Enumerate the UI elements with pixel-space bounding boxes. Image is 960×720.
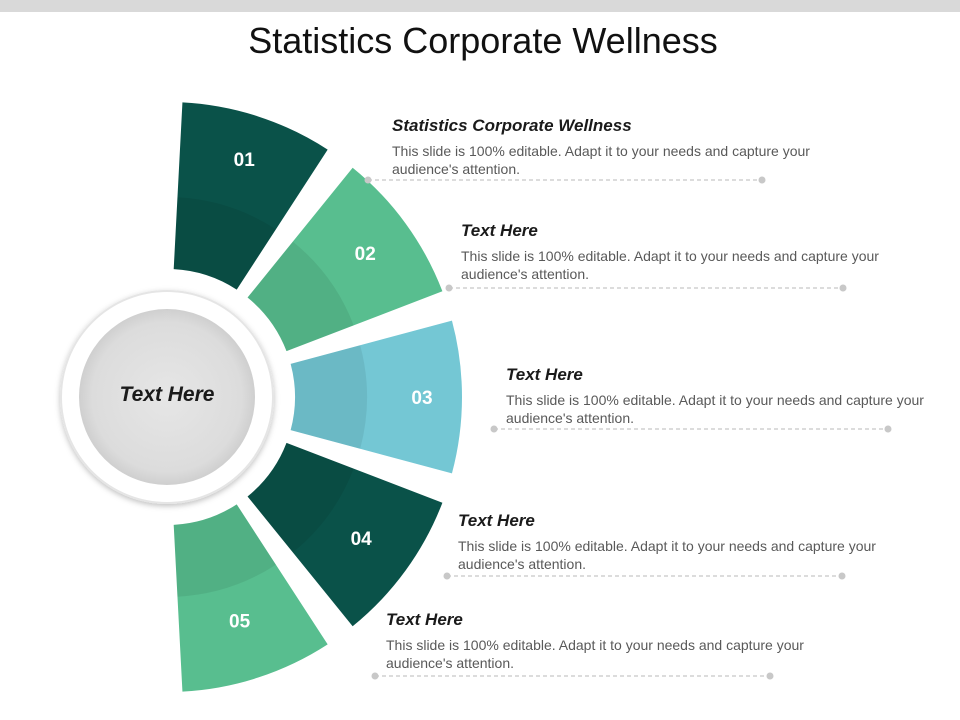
segment-01 [173, 102, 328, 290]
segment-shade-02 [247, 241, 354, 352]
item-04: Text Here This slide is 100% editable. A… [458, 511, 898, 573]
connector-dot-start-05 [371, 672, 379, 680]
segment-03 [290, 320, 462, 474]
segment-number-03: 03 [411, 388, 432, 409]
item-description: This slide is 100% editable. Adapt it to… [386, 637, 804, 671]
item-01: Statistics Corporate Wellness This slide… [392, 116, 832, 178]
connector-dot-start-04 [443, 572, 451, 580]
item-heading: Text Here [386, 610, 463, 629]
item-05: Text Here This slide is 100% editable. A… [386, 610, 826, 672]
item-heading: Text Here [458, 511, 535, 530]
segment-shade-01 [173, 197, 276, 290]
center-label: Text Here [119, 383, 215, 406]
connector-dot-end-05 [766, 672, 774, 680]
connector-dot-end-01 [758, 176, 766, 184]
segments-layer [173, 102, 462, 692]
segment-number-04: 04 [351, 529, 373, 550]
connector-dot-end-03 [884, 425, 892, 433]
hub-inner-circle [79, 309, 255, 485]
page-title: Statistics Corporate Wellness [248, 20, 718, 61]
segment-number-05: 05 [229, 611, 251, 632]
connector-dot-start-03 [490, 425, 498, 433]
segment-number-01: 01 [234, 150, 256, 171]
numbers-layer: 01 02 03 04 05 [229, 150, 433, 632]
connector-dot-end-02 [839, 284, 847, 292]
item-heading: Statistics Corporate Wellness [392, 116, 632, 135]
item-description: This slide is 100% editable. Adapt it to… [506, 392, 924, 426]
segment-shade-05 [173, 504, 276, 597]
connectors-layer [364, 176, 892, 680]
connector-dot-end-04 [838, 572, 846, 580]
item-heading: Text Here [461, 221, 538, 240]
segment-number-02: 02 [355, 244, 376, 265]
segment-shade-04 [247, 442, 354, 553]
segment-shade-03 [290, 345, 367, 449]
segment-05 [173, 504, 328, 692]
item-description: This slide is 100% editable. Adapt it to… [392, 143, 810, 177]
segment-02 [247, 167, 443, 352]
connector-dot-start-02 [445, 284, 453, 292]
center-hub [60, 290, 274, 504]
connector-dot-start-01 [364, 176, 372, 184]
item-03: Text Here This slide is 100% editable. A… [506, 365, 946, 427]
top-bar [0, 0, 960, 12]
segment-04 [247, 442, 443, 627]
item-heading: Text Here [506, 365, 583, 384]
item-description: This slide is 100% editable. Adapt it to… [461, 248, 879, 282]
item-description: This slide is 100% editable. Adapt it to… [458, 538, 876, 572]
item-02: Text Here This slide is 100% editable. A… [461, 221, 901, 283]
